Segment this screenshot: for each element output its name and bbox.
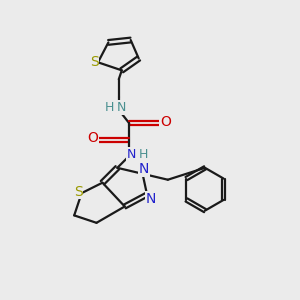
Text: N: N — [117, 101, 127, 114]
Text: S: S — [90, 55, 99, 69]
Text: H: H — [139, 148, 148, 161]
Text: N: N — [146, 192, 156, 206]
Text: S: S — [74, 184, 82, 199]
Text: O: O — [88, 131, 98, 146]
Text: H: H — [105, 101, 115, 114]
Text: N: N — [127, 148, 136, 161]
Text: O: O — [160, 115, 171, 129]
Text: N: N — [139, 162, 149, 176]
